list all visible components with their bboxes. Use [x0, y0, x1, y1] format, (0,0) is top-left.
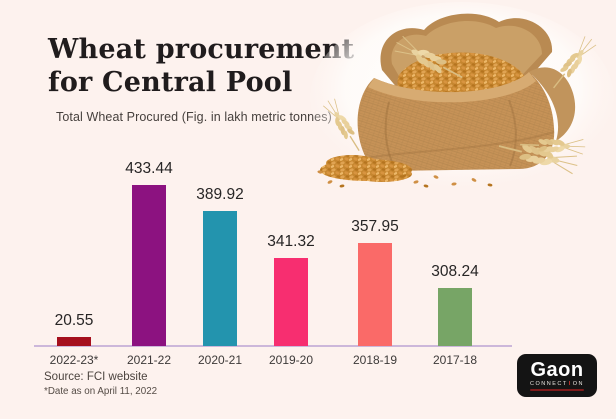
footnote-text: *Date as on April 11, 2022	[44, 386, 158, 397]
footer: Source: FCI website *Date as on April 11…	[44, 371, 157, 397]
x-axis-label-2018-19: 2018-19	[352, 353, 398, 367]
logo-tagline-i: I	[568, 381, 572, 387]
bar-2020-21	[203, 211, 237, 346]
title-line-2: for Central Pool	[48, 67, 293, 98]
x-axis-label-2017-18: 2017-18	[432, 353, 478, 367]
x-axis-line	[34, 345, 512, 347]
bar-value-2020-21: 389.92	[196, 186, 244, 203]
wheat-sack-image	[310, 2, 614, 194]
logo-underline	[530, 389, 584, 391]
logo-tagline-left: CONNECT	[530, 381, 568, 387]
logo-tagline-right: ON	[572, 381, 584, 387]
bar-value-2017-18: 308.24	[431, 263, 479, 280]
gaon-connection-logo: Gaon CONNECT I ON	[517, 354, 597, 397]
header: Wheat procurement for Central Pool Total…	[48, 33, 354, 124]
bar-2019-20	[274, 258, 308, 346]
x-axis-label-2021-22: 2021-22	[126, 353, 172, 367]
bar-value-2021-22: 433.44	[125, 160, 173, 177]
source-text: Source: FCI website	[44, 371, 148, 383]
bar-2017-18	[438, 288, 472, 346]
logo-tagline: CONNECT I ON	[530, 381, 584, 387]
bar-value-2018-19: 357.95	[351, 218, 399, 235]
chart-subtitle: Total Wheat Procured (Fig. in lakh metri…	[56, 110, 332, 124]
x-axis-label-2020-21: 2020-21	[197, 353, 243, 367]
bar-2021-22	[132, 185, 166, 346]
x-axis-label-2022-23*: 2022-23*	[49, 353, 99, 367]
page-title: Wheat procurement for Central Pool	[48, 33, 354, 99]
logo-wordmark: Gaon	[530, 359, 584, 381]
bar-2018-19	[358, 243, 392, 346]
x-axis-label-2019-20: 2019-20	[268, 353, 314, 367]
bar-2022-23*	[57, 337, 91, 346]
bar-value-2019-20: 341.32	[267, 233, 315, 250]
bar-value-2022-23*: 20.55	[54, 312, 94, 329]
title-line-1: Wheat procurement	[48, 34, 355, 65]
